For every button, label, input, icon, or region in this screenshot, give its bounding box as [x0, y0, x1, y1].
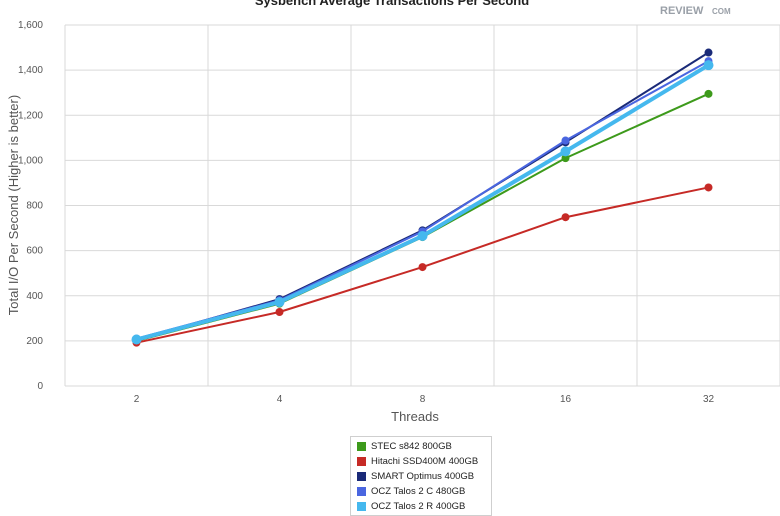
series-layer: [131, 48, 714, 347]
legend-swatch: [357, 442, 366, 451]
y-tick-label: 800: [26, 201, 43, 212]
y-tick-label: 0: [37, 381, 43, 392]
legend-label: OCZ Talos 2 R 400GB: [371, 501, 466, 512]
review-logo: REVIEW COM: [660, 5, 731, 17]
legend: STEC s842 800GB Hitachi SSD400M 400GB SMAR…: [350, 436, 492, 516]
y-tick-label: 400: [26, 291, 43, 302]
series-4: [131, 60, 714, 345]
legend-swatch: [357, 457, 366, 466]
series-line: [136, 60, 709, 340]
x-tick-label: 4: [277, 394, 283, 405]
series-3: [132, 57, 713, 343]
x-tick-label: 16: [560, 394, 572, 405]
data-point: [131, 334, 142, 345]
x-axis-ticks: 2 4 8 16 32: [134, 394, 715, 405]
data-point: [561, 136, 570, 145]
data-point: [704, 183, 713, 192]
y-tick-label: 1,600: [18, 20, 43, 31]
y-tick-label: 600: [26, 246, 43, 257]
y-axis-ticks: 0 200 400 600 800 1,000 1,200 1,400 1,600: [18, 20, 43, 392]
x-tick-label: 32: [703, 394, 715, 405]
data-point: [561, 154, 570, 163]
data-point: [418, 263, 427, 272]
legend-label: STEC s842 800GB: [371, 441, 452, 452]
legend-label: OCZ Talos 2 C 480GB: [371, 486, 466, 497]
legend-label: Hitachi SSD400M 400GB: [371, 456, 479, 467]
legend-item: STEC s842 800GB: [357, 439, 485, 454]
data-point: [561, 213, 570, 222]
y-tick-label: 1,000: [18, 155, 43, 166]
legend-item: OCZ Talos 2 R 400GB: [357, 499, 485, 514]
y-tick-label: 1,200: [18, 110, 43, 121]
legend-item: SMART Optimus 400GB: [357, 469, 485, 484]
series-1: [132, 183, 713, 347]
data-point: [274, 297, 285, 308]
legend-swatch: [357, 487, 366, 496]
logo-suffix: COM: [712, 7, 731, 16]
y-tick-label: 1,400: [18, 65, 43, 76]
data-point: [560, 146, 571, 157]
y-axis-label: Total I/O Per Second (Higher is better): [6, 95, 21, 315]
logo-text: REVIEW: [660, 5, 704, 17]
legend-swatch: [357, 502, 366, 511]
series-0: [132, 89, 713, 345]
legend-item: Hitachi SSD400M 400GB: [357, 454, 485, 469]
data-point: [703, 60, 714, 71]
series-line: [136, 92, 709, 342]
chart-title: Sysbench Average Transactions Per Second: [255, 0, 529, 8]
series-2: [132, 48, 713, 344]
data-point: [704, 48, 713, 57]
legend-item: OCZ Talos 2 C 480GB: [357, 484, 485, 499]
data-point: [417, 230, 428, 241]
legend-label: SMART Optimus 400GB: [371, 471, 475, 482]
x-tick-label: 2: [134, 394, 140, 405]
grid: [64, 24, 780, 387]
data-point: [704, 89, 713, 98]
series-line: [136, 51, 710, 341]
line-chart: Sysbench Average Transactions Per Second…: [6, 0, 780, 424]
data-point: [275, 307, 284, 316]
x-tick-label: 8: [420, 394, 426, 405]
legend-swatch: [357, 472, 366, 481]
y-tick-label: 200: [26, 336, 43, 347]
x-axis-label: Threads: [391, 409, 439, 424]
